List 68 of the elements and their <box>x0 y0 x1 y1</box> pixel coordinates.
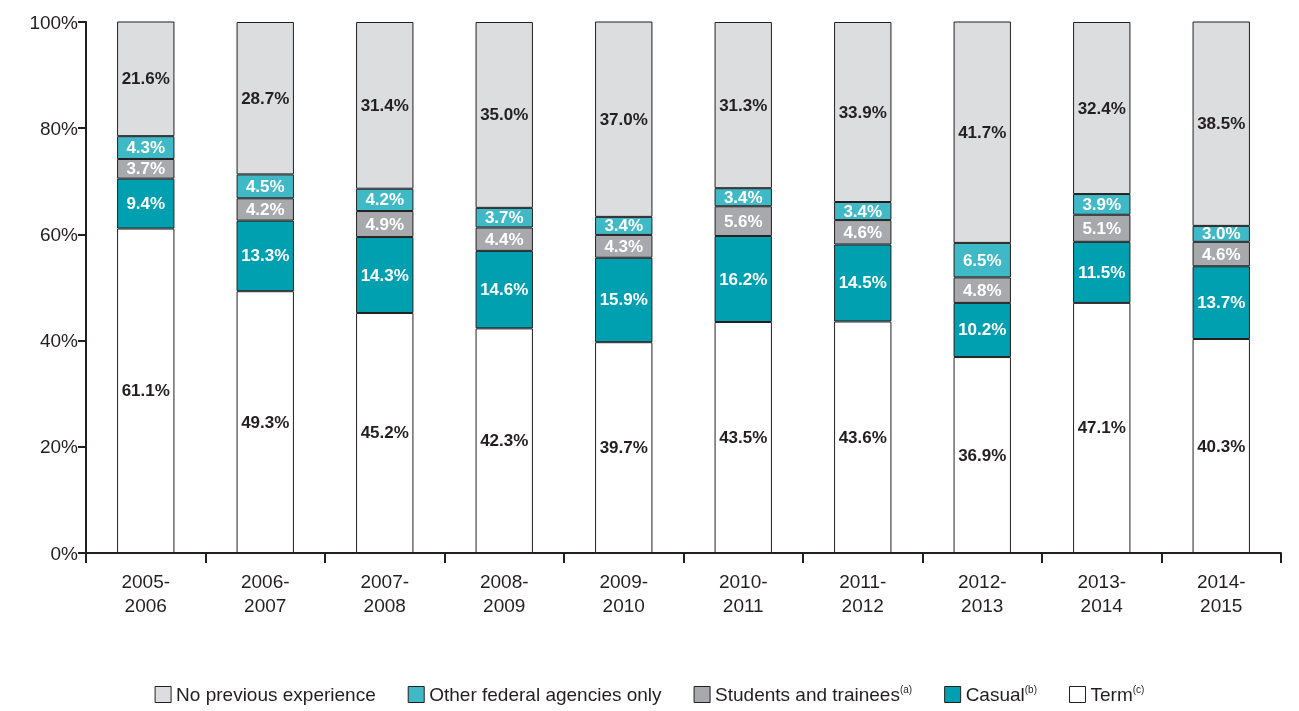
data-label: 3.9% <box>1082 194 1122 214</box>
data-label: 4.5% <box>245 176 285 196</box>
data-label: 3.4% <box>604 216 644 236</box>
data-label: 3.4% <box>723 187 763 207</box>
data-label: 37.0% <box>599 109 648 129</box>
data-label: 5.6% <box>723 211 763 231</box>
data-label: 3.0% <box>1201 224 1241 244</box>
data-label: 36.9% <box>958 445 1007 465</box>
y-tick-label: 80% <box>39 117 79 139</box>
data-label: 15.9% <box>599 290 648 310</box>
x-tick-label: 2007-2008 <box>360 570 410 616</box>
data-label: 45.2% <box>360 423 409 443</box>
data-label: 33.9% <box>838 102 887 122</box>
x-tick-label: 2014-2015 <box>1196 570 1246 616</box>
data-label: 13.3% <box>241 246 290 266</box>
data-label: 3.7% <box>484 208 524 228</box>
data-label: 6.5% <box>962 250 1002 270</box>
data-label: 47.1% <box>1077 418 1126 438</box>
x-tick-label: 2009-2010 <box>599 570 649 616</box>
data-label: 9.4% <box>126 194 166 214</box>
data-label: 43.5% <box>719 428 768 448</box>
y-tick-label: 20% <box>39 436 79 458</box>
legend-label: No previous experience <box>176 684 376 705</box>
data-label: 14.6% <box>480 280 529 300</box>
data-label: 4.3% <box>604 236 644 256</box>
data-label: 4.9% <box>365 214 405 234</box>
data-label: 32.4% <box>1077 98 1126 118</box>
data-label: 16.2% <box>719 269 768 289</box>
data-label: 11.5% <box>1078 262 1126 282</box>
data-label: 35.0% <box>480 105 529 125</box>
x-tick-label: 2006-2007 <box>240 570 290 616</box>
x-tick-label: 2012-2013 <box>957 570 1007 616</box>
data-label: 13.7% <box>1197 293 1246 313</box>
x-tick-label: 2005-2006 <box>121 570 171 616</box>
data-label: 4.3% <box>126 138 166 158</box>
x-tick-label: 2008-2009 <box>479 570 529 616</box>
y-tick-label: 60% <box>39 223 79 245</box>
data-label: 14.3% <box>360 265 409 285</box>
data-label: 39.7% <box>599 438 648 458</box>
x-tick-label: 2013-2014 <box>1077 570 1127 616</box>
data-label: 5.1% <box>1082 218 1122 238</box>
y-tick-label: 0% <box>50 542 79 564</box>
x-tick-label: 2010-2011 <box>718 570 768 616</box>
data-label: 31.4% <box>360 95 409 115</box>
data-label: 10.2% <box>958 320 1007 340</box>
data-label: 41.7% <box>958 122 1007 142</box>
y-tick-label: 40% <box>39 330 79 352</box>
legend-label: Other federal agencies only <box>429 684 663 705</box>
data-label: 3.7% <box>126 159 166 179</box>
data-label: 21.6% <box>121 69 170 89</box>
data-label: 49.3% <box>241 412 290 432</box>
data-label: 4.4% <box>484 229 524 249</box>
data-label: 4.8% <box>962 280 1002 300</box>
data-label: 14.5% <box>838 273 887 293</box>
data-label: 4.6% <box>1201 244 1241 264</box>
data-label: 38.5% <box>1197 114 1246 134</box>
data-label: 42.3% <box>480 431 529 451</box>
y-tick-label: 100% <box>29 11 79 33</box>
data-label: 4.2% <box>245 199 285 219</box>
data-label: 61.1% <box>121 381 170 401</box>
data-label: 40.3% <box>1197 436 1246 456</box>
data-label: 4.6% <box>843 222 883 242</box>
data-label: 3.4% <box>843 201 883 221</box>
data-label: 31.3% <box>719 95 768 115</box>
x-tick-label: 2011-2012 <box>839 570 887 616</box>
data-label: 28.7% <box>241 88 290 108</box>
data-label: 43.6% <box>838 427 887 447</box>
data-label: 4.2% <box>365 190 405 210</box>
